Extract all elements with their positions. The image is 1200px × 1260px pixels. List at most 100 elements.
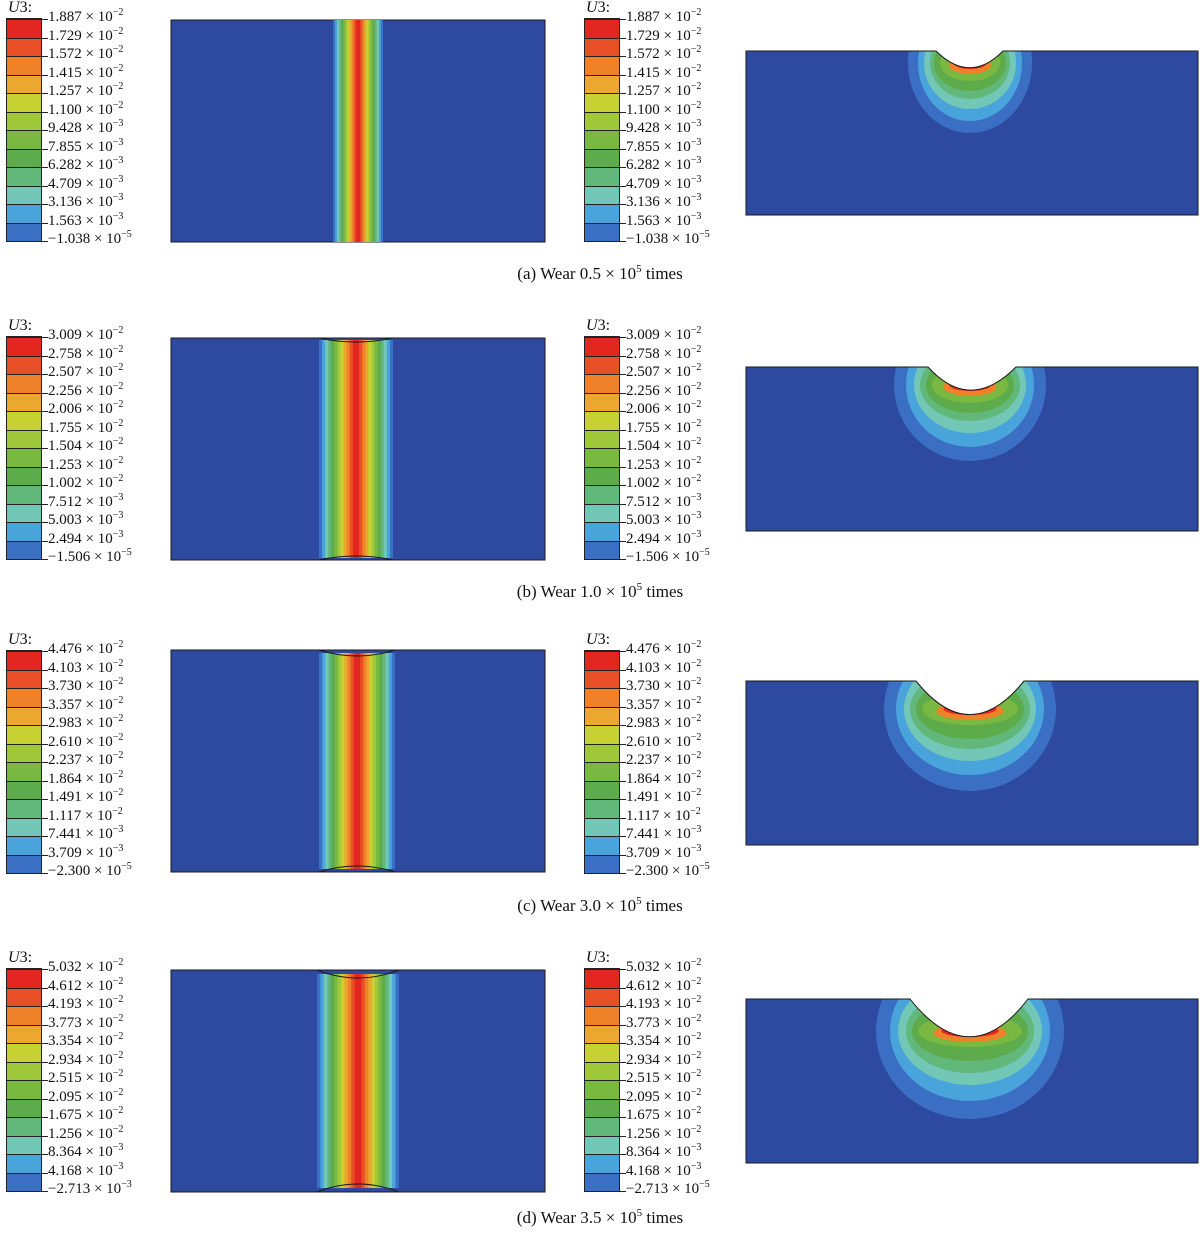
legend-value: 8.364 × 10−3 [626,1143,701,1160]
legend-value-mantissa: 1.491 × 10 [48,789,113,805]
legend-divider [585,1154,619,1155]
legend-value: 4.612 × 10−2 [626,976,701,994]
legend-value-exponent: −2 [690,473,702,484]
legend-divider [585,780,619,782]
legend-swatch [7,522,41,541]
legend-value: 1.002 × 10−2 [48,474,123,491]
legend-value: 1.256 × 10−2 [626,1124,701,1142]
legend-tick [41,540,48,542]
legend-value-exponent: −2 [112,1049,124,1061]
legend-swatch [585,706,619,725]
legend-tick [619,836,626,837]
groove-edge-bottom [318,865,396,873]
legend-value-exponent: −2 [112,44,124,55]
legend-swatch [7,688,41,707]
right-color-legend [584,18,626,242]
contour-ring [932,367,1008,403]
legend-value: 5.032 × 10−2 [48,958,123,975]
legend-divider [585,93,619,94]
legend-tick [41,743,48,745]
legend-divider [585,374,619,375]
legend-value-exponent: −3 [121,1179,132,1190]
section-outline [745,998,1199,1164]
legend-value: 2.237 × 10−2 [626,751,701,768]
legend-tick [41,1024,48,1026]
legend-swatch [7,743,41,762]
variable-label: U3: [586,631,611,648]
legend-divider [7,817,41,819]
legend-value-exponent: −2 [112,639,124,650]
legend-value-mantissa: 1.675 × 10 [48,1107,113,1123]
legend-value: −1.506 × 10−5 [48,547,132,565]
legend-value-exponent: −3 [112,842,124,854]
legend-value-mantissa: 2.515 × 10 [626,1070,691,1086]
legend-value-exponent: −3 [690,510,702,521]
legend-tick [619,355,626,357]
legend-value-mantissa: 1.864 × 10 [48,770,113,787]
legend-value-mantissa: 1.729 × 10 [626,27,691,44]
legend-value-mantissa: 2.610 × 10 [626,733,691,750]
legend-value-mantissa: 3.730 × 10 [48,678,113,694]
legend-swatch [585,222,619,241]
legend-value: 2.256 × 10−2 [48,381,123,399]
legend-swatch [7,466,41,485]
legend-value-mantissa: 7.855 × 10 [626,138,691,155]
legend-value-mantissa: 1.117 × 10 [626,807,691,824]
legend-value-exponent: −3 [112,192,124,203]
legend-value-exponent: −5 [121,547,132,558]
caption-exponent: 5 [636,581,643,593]
legend-value-exponent: −2 [690,25,702,37]
panel-caption: (a) Wear 0.5 × 105 times [0,264,1200,284]
legend-value-exponent: −3 [112,491,124,503]
legend-value-exponent: −2 [112,713,124,724]
legend-divider [585,1043,619,1044]
legend-value-exponent: −2 [690,694,702,706]
legend-divider [7,130,41,131]
legend-value: 1.563 × 10−3 [626,211,701,229]
legend-swatch [7,817,41,836]
legend-swatch [585,817,619,836]
legend-value: 1.253 × 10−2 [626,455,701,473]
groove-edge-top [318,337,394,343]
legend-value-exponent: −3 [690,173,702,185]
legend-divider [585,651,619,652]
legend-tick [41,799,48,800]
legend-value-mantissa: 1.100 × 10 [48,101,113,118]
legend-swatch [7,167,41,186]
legend-tick [41,1117,48,1118]
legend-tick [41,706,48,708]
legend-value-mantissa: 1.415 × 10 [626,64,691,81]
legend-value: 1.864 × 10−2 [48,769,123,787]
legend-swatch [7,56,41,75]
legend-tick [619,1117,626,1118]
legend-tick [41,392,48,394]
legend-swatch [7,1061,41,1080]
legend-swatch [7,836,41,855]
legend-swatch [585,448,619,467]
legend-value-exponent: −2 [112,62,124,74]
caption-text: (c) Wear 3.0 × 10 [517,896,637,915]
legend-value-mantissa: 5.032 × 10 [48,959,113,975]
legend-divider [7,1043,41,1044]
legend-value-mantissa: 3.354 × 10 [626,1033,691,1049]
legend-value: 1.253 × 10−2 [48,455,123,473]
legend-tick [41,1098,48,1100]
legend-swatch [7,485,41,504]
wear-cross-section [745,998,1199,1164]
legend-value: 4.709 × 10−3 [626,173,702,192]
legend-value-exponent: −2 [112,676,124,687]
legend-tick [619,93,626,94]
legend-tick [41,130,48,131]
legend-divider [7,651,41,652]
legend-tick [41,669,48,671]
legend-value-exponent: −5 [699,547,710,558]
legend-swatch [585,466,619,485]
variable-label: U3: [586,0,611,16]
legend-value-exponent: −2 [690,957,702,968]
legend-value-mantissa: 4.103 × 10 [626,659,691,676]
groove-edge-bottom [316,1183,400,1193]
legend-swatch [7,1117,41,1136]
wear-top-view [170,649,546,873]
legend-value-mantissa: 4.168 × 10 [48,1162,113,1179]
contour-band [352,340,360,558]
